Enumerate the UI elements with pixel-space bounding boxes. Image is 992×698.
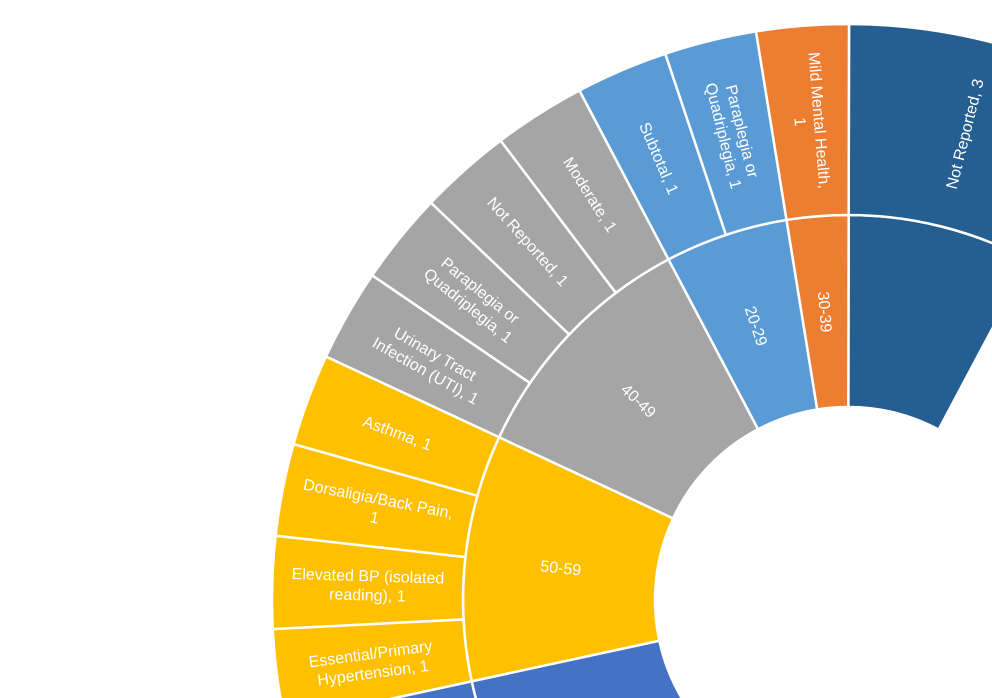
segment-subtotal[interactable] (577, 52, 728, 262)
segment-group[interactable] (847, 213, 992, 432)
segment-paraplegia-or-quadriplegia[interactable] (663, 29, 788, 237)
outer-ring-conditions (270, 22, 992, 698)
segment-moderate[interactable] (498, 88, 671, 295)
segment-essential-primary-hypertension[interactable] (271, 618, 474, 698)
label-30-39: 30-39 (814, 291, 834, 333)
segment-not-reported[interactable] (429, 138, 618, 337)
segment-urinary-tract-infection-uti[interactable] (324, 273, 532, 439)
segment-dorsaligia-back-pain[interactable] (274, 442, 479, 559)
label-50-59: 50-59 (539, 558, 582, 579)
segment-item[interactable] (285, 679, 553, 698)
segment-asthma[interactable] (291, 354, 501, 498)
label-elevated-bp-isolated-reading-1: Elevated BP (isolatedreading), 1 (291, 566, 445, 607)
segment-paraplegia-or-quadriplegia[interactable] (370, 201, 571, 385)
segment-elevated-bp-isolated-reading[interactable] (270, 534, 467, 631)
segment-not-reported[interactable] (847, 22, 992, 260)
